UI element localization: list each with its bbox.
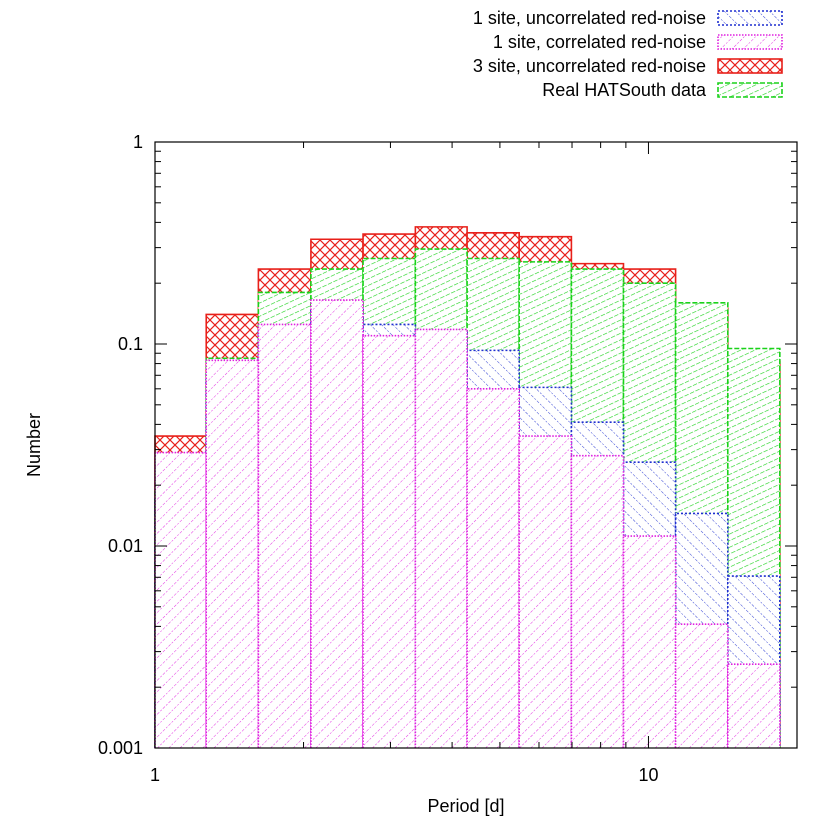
bar-outline	[726, 663, 781, 748]
bar	[623, 536, 676, 748]
series-1-site-correlated-red-noise	[154, 299, 781, 748]
legend-item: 1 site, correlated red-noise	[493, 32, 783, 52]
legend-label: 3 site, uncorrelated red-noise	[473, 56, 706, 76]
bar	[155, 452, 207, 748]
x-tick-label: 1	[150, 765, 160, 785]
bar	[415, 329, 468, 748]
y-tick-label: 0.001	[98, 738, 143, 758]
legend-label: 1 site, uncorrelated red-noise	[473, 8, 706, 28]
legend: 1 site, uncorrelated red-noise 1 site, co…	[473, 8, 783, 100]
bar-outline	[362, 334, 417, 748]
bar	[727, 664, 780, 748]
bar-outline	[414, 328, 468, 748]
legend-item: Real HATSouth data	[542, 80, 783, 100]
bar-outline	[674, 623, 729, 748]
x-tick-label: 10	[638, 765, 658, 785]
x-axis-label: Period [d]	[427, 796, 504, 816]
plot-frame	[154, 141, 798, 749]
legend-item: 3 site, uncorrelated red-noise	[473, 56, 783, 76]
legend-item: 1 site, uncorrelated red-noise	[473, 8, 783, 28]
bar	[571, 455, 624, 748]
bar	[675, 624, 728, 748]
legend-swatch	[717, 58, 783, 74]
bar-outline	[257, 323, 312, 748]
bar-outline	[570, 454, 625, 748]
bar-outline	[205, 357, 260, 748]
legend-swatch	[717, 34, 783, 50]
bar	[310, 300, 364, 748]
bar-outline	[466, 388, 520, 748]
bar	[363, 335, 416, 748]
legend-swatch	[717, 82, 783, 98]
bar	[467, 388, 520, 748]
bar-outline	[362, 323, 417, 748]
legend-label: 1 site, correlated red-noise	[493, 32, 706, 52]
legend-swatch	[717, 10, 783, 26]
y-axis-label: Number	[24, 413, 44, 477]
y-tick-label: 1	[133, 132, 143, 152]
legend-label: Real HATSouth data	[542, 80, 707, 100]
bar	[206, 360, 259, 748]
bar	[519, 436, 572, 748]
bar	[258, 324, 311, 748]
y-tick-label: 0.1	[118, 334, 143, 354]
bar-outline	[205, 359, 260, 748]
y-tick-label: 0.01	[108, 536, 143, 556]
bar-outline	[674, 301, 729, 748]
